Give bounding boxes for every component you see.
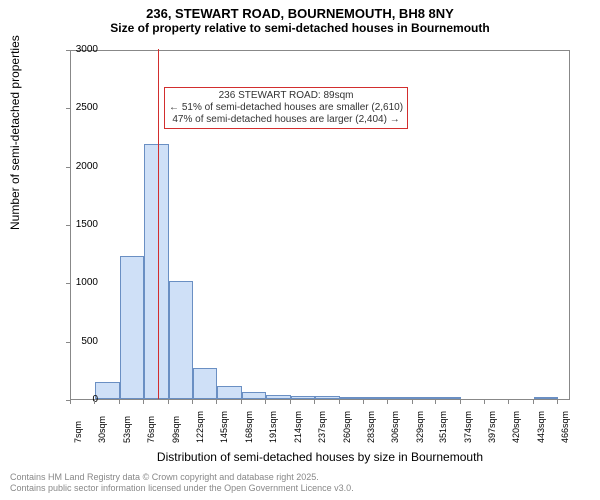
chart-plot-area: 236 STEWART ROAD: 89sqm← 51% of semi-det…: [70, 50, 570, 400]
histogram-bar: [388, 397, 412, 399]
x-tick-label: 443sqm: [536, 411, 546, 443]
y-axis-label: Number of semi-detached properties: [8, 35, 22, 230]
histogram-bar: [315, 396, 339, 399]
x-axis-label: Distribution of semi-detached houses by …: [70, 450, 570, 464]
reference-line: [158, 49, 159, 399]
title-line-1: 236, STEWART ROAD, BOURNEMOUTH, BH8 8NY: [0, 6, 600, 21]
footer-line-2: Contains public sector information licen…: [10, 483, 354, 494]
x-tick-label: 214sqm: [293, 411, 303, 443]
x-tick-label: 30sqm: [97, 416, 107, 443]
annotation-box: 236 STEWART ROAD: 89sqm← 51% of semi-det…: [164, 87, 408, 129]
y-tick-label: 2000: [68, 161, 98, 172]
title-line-2: Size of property relative to semi-detach…: [0, 21, 600, 35]
histogram-bar: [364, 397, 388, 399]
x-tick-label: 329sqm: [415, 411, 425, 443]
y-tick-label: 2500: [68, 102, 98, 113]
x-tick-label: 420sqm: [511, 411, 521, 443]
histogram-bar: [144, 144, 168, 400]
histogram-bar: [95, 382, 119, 400]
histogram-bar: [534, 397, 558, 399]
histogram-bar: [169, 281, 193, 399]
x-tick-label: 53sqm: [122, 416, 132, 443]
histogram-bar: [193, 368, 217, 399]
x-tick-label: 145sqm: [219, 411, 229, 443]
x-tick-label: 191sqm: [268, 411, 278, 443]
chart-title-block: 236, STEWART ROAD, BOURNEMOUTH, BH8 8NY …: [0, 0, 600, 37]
y-tick-label: 3000: [68, 44, 98, 55]
x-tick-label: 168sqm: [244, 411, 254, 443]
histogram-bar: [217, 386, 241, 399]
x-tick-label: 260sqm: [342, 411, 352, 443]
y-tick-label: 500: [68, 336, 98, 347]
x-tick-label: 237sqm: [317, 411, 327, 443]
histogram-bar: [436, 397, 460, 399]
x-tick-label: 99sqm: [171, 416, 181, 443]
annotation-line: 236 STEWART ROAD: 89sqm: [169, 90, 403, 102]
histogram-bar: [120, 256, 144, 400]
footer-attribution: Contains HM Land Registry data © Crown c…: [10, 472, 354, 494]
x-tick-label: 76sqm: [146, 416, 156, 443]
histogram-bar: [266, 395, 290, 399]
annotation-line: ← 51% of semi-detached houses are smalle…: [169, 102, 403, 114]
histogram-bar: [413, 397, 437, 399]
histogram-bar: [291, 396, 315, 400]
x-tick-label: 122sqm: [195, 411, 205, 443]
histogram-bar: [242, 392, 266, 399]
annotation-line: 47% of semi-detached houses are larger (…: [169, 114, 403, 126]
footer-line-1: Contains HM Land Registry data © Crown c…: [10, 472, 354, 483]
x-tick-label: 374sqm: [463, 411, 473, 443]
x-tick-label: 351sqm: [438, 411, 448, 443]
y-tick-label: 1500: [68, 219, 98, 230]
x-tick-label: 7sqm: [73, 421, 83, 443]
x-tick-label: 397sqm: [487, 411, 497, 443]
x-tick-label: 283sqm: [366, 411, 376, 443]
x-tick-label: 466sqm: [560, 411, 570, 443]
histogram-bar: [340, 397, 364, 399]
x-tick-label: 306sqm: [390, 411, 400, 443]
y-tick-label: 1000: [68, 277, 98, 288]
